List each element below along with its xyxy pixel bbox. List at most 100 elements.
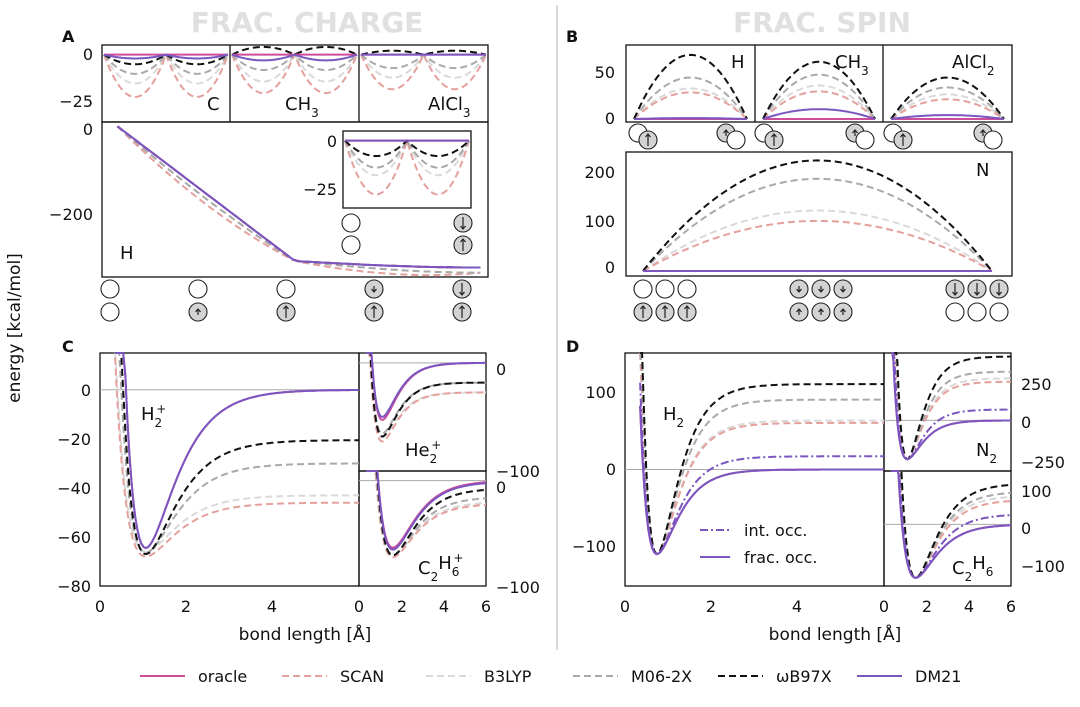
legend: oracle SCAN B3LYP M06-2X ωB97X DM21 [140, 667, 961, 686]
tick-label: 200 [584, 163, 615, 182]
panel-label-b: B [566, 27, 578, 46]
legend-label-b3lyp: B3LYP [484, 667, 532, 686]
tick-label: −40 [57, 479, 91, 498]
n2-curve-b3lyp [891, 352, 1011, 461]
inset-orbital-diagram [341, 213, 473, 255]
h2plus-curve-m062x [115, 352, 359, 554]
panel-d-c2h6-curves [884, 470, 1012, 579]
he2plus-curve-scan [366, 352, 486, 443]
he2plus-curve-dm21 [366, 352, 486, 418]
n2-curve-wb97x [891, 352, 1011, 461]
spin-curve-b3lyp [762, 84, 876, 120]
c2h6plus-curve-b3lyp [366, 470, 486, 557]
molecule-label-c2h6plus: C2H6+ [418, 551, 463, 584]
tick-label: 0 [605, 109, 615, 128]
panel-d-n2-curves [884, 352, 1011, 461]
tick-label: 6 [1006, 597, 1016, 616]
panel-label-d: D [566, 337, 579, 356]
spin-orb-d1 [855, 130, 875, 150]
tick-label: 0 [95, 597, 105, 616]
panel-b-top-frame [625, 44, 1013, 123]
charge-curve-wb97x [103, 53, 229, 66]
panel-c-he2plus-curves [359, 352, 486, 443]
tick-label: −25 [303, 180, 337, 199]
he2plus-curve-m062x [366, 352, 486, 435]
panel-a-inset-curves [344, 137, 470, 196]
molecule-label-h: H [120, 243, 134, 264]
tick-label: 0 [496, 360, 506, 379]
n-orb-arrowhead [796, 288, 802, 293]
tick-label: 0 [605, 258, 615, 277]
spin-orb-b2-arrowhead [900, 133, 906, 138]
panel-a: 0 −25 C CH3 AlCl3 0 −200 H 0 −25 [49, 44, 489, 322]
d-legend-label: int. occ. [744, 521, 808, 540]
panel-d: 100 0 −100 0 2 4 0 2 4 6 250 0 −250 100 … [572, 352, 1065, 616]
spin-curve-dm21 [762, 108, 876, 120]
n-orb-arrowhead [684, 305, 690, 310]
tick-label: 0 [879, 597, 889, 616]
h2plus-curve-oracle [115, 352, 359, 550]
n-orb-arrowhead [640, 305, 646, 310]
tick-label: 6 [481, 597, 491, 616]
spin-orb-c2-arrowhead [980, 129, 986, 134]
panel-a-top-curves [103, 45, 487, 99]
spin-curve-scan [762, 90, 876, 120]
spin-orb-b0-arrowhead [645, 133, 651, 138]
n-orb [633, 279, 653, 299]
tick-label: 4 [439, 597, 449, 616]
n-spin-curve-wb97x [642, 159, 993, 272]
orbital-top-0 [100, 279, 120, 299]
orbital-bottom-0 [100, 302, 120, 322]
n-orb [967, 302, 987, 322]
n-orb-arrowhead [952, 291, 958, 296]
panel-b-n-curves [642, 159, 993, 272]
tick-label: 2 [181, 597, 191, 616]
d-legend-label: frac. occ. [744, 548, 817, 567]
molecule-label-h-spin: H [731, 52, 745, 73]
tick-label: −100 [572, 537, 616, 556]
spin-orb-d0 [726, 130, 746, 150]
tick-label: 0 [1021, 519, 1031, 538]
spin-orb-b1-arrowhead [771, 133, 777, 138]
panel-c-c2h6plus-curves [359, 470, 487, 559]
panel-a-main-frame [101, 121, 489, 278]
tick-label: 0 [354, 597, 364, 616]
spin-curve-scan [890, 98, 1005, 120]
panel-b-top-orbital-diagram [628, 123, 1003, 150]
molecule-label-ch3-spin: CH3 [835, 52, 869, 78]
legend-label-wb97x: ωB97X [776, 667, 832, 686]
panel-d-legend: int. occ. frac. occ. [700, 521, 817, 567]
n2-curve-oracle [891, 352, 1011, 461]
tick-label: 0 [620, 597, 630, 616]
inset-orbital-2-arrowhead [460, 225, 466, 230]
c2h6plus-curve-wb97x [366, 470, 487, 557]
n-orb [945, 302, 965, 322]
section-title-left: FRAC. CHARGE [191, 6, 424, 39]
charge-curve-scan [360, 52, 487, 91]
charge-curve-b3lyp [103, 52, 229, 85]
n-orb [655, 279, 675, 299]
tick-label: 0 [496, 478, 506, 497]
orbital-top-1 [188, 279, 208, 299]
tick-label: 100 [584, 212, 615, 231]
panel-c-c2h6-frame [358, 470, 487, 587]
spin-curve-scan [633, 91, 748, 120]
n-spin-curve-b3lyp [642, 209, 993, 272]
tick-label: 4 [792, 597, 802, 616]
c2h6plus-curve-dm21 [366, 470, 487, 551]
panel-b-orbital-diagram [633, 279, 1009, 322]
spin-orb-c1-arrowhead [852, 129, 858, 134]
orbital-bottom-1-arrowhead [195, 308, 201, 313]
n-orb-arrowhead [662, 305, 668, 310]
spin-curve-m062x [633, 76, 748, 120]
charge-curve-scan [103, 51, 229, 99]
n-orb-arrowhead [818, 288, 824, 293]
tick-label: 4 [964, 597, 974, 616]
n-orb-arrowhead [796, 308, 802, 313]
tick-label: 0 [1021, 413, 1031, 432]
charge-curve-dm21 [103, 53, 229, 60]
spin-orb-d2 [983, 130, 1003, 150]
molecule-label-ch3: CH3 [285, 94, 319, 120]
spin-curve-dm21 [634, 117, 747, 120]
charge-curve-dm21 [231, 53, 358, 62]
